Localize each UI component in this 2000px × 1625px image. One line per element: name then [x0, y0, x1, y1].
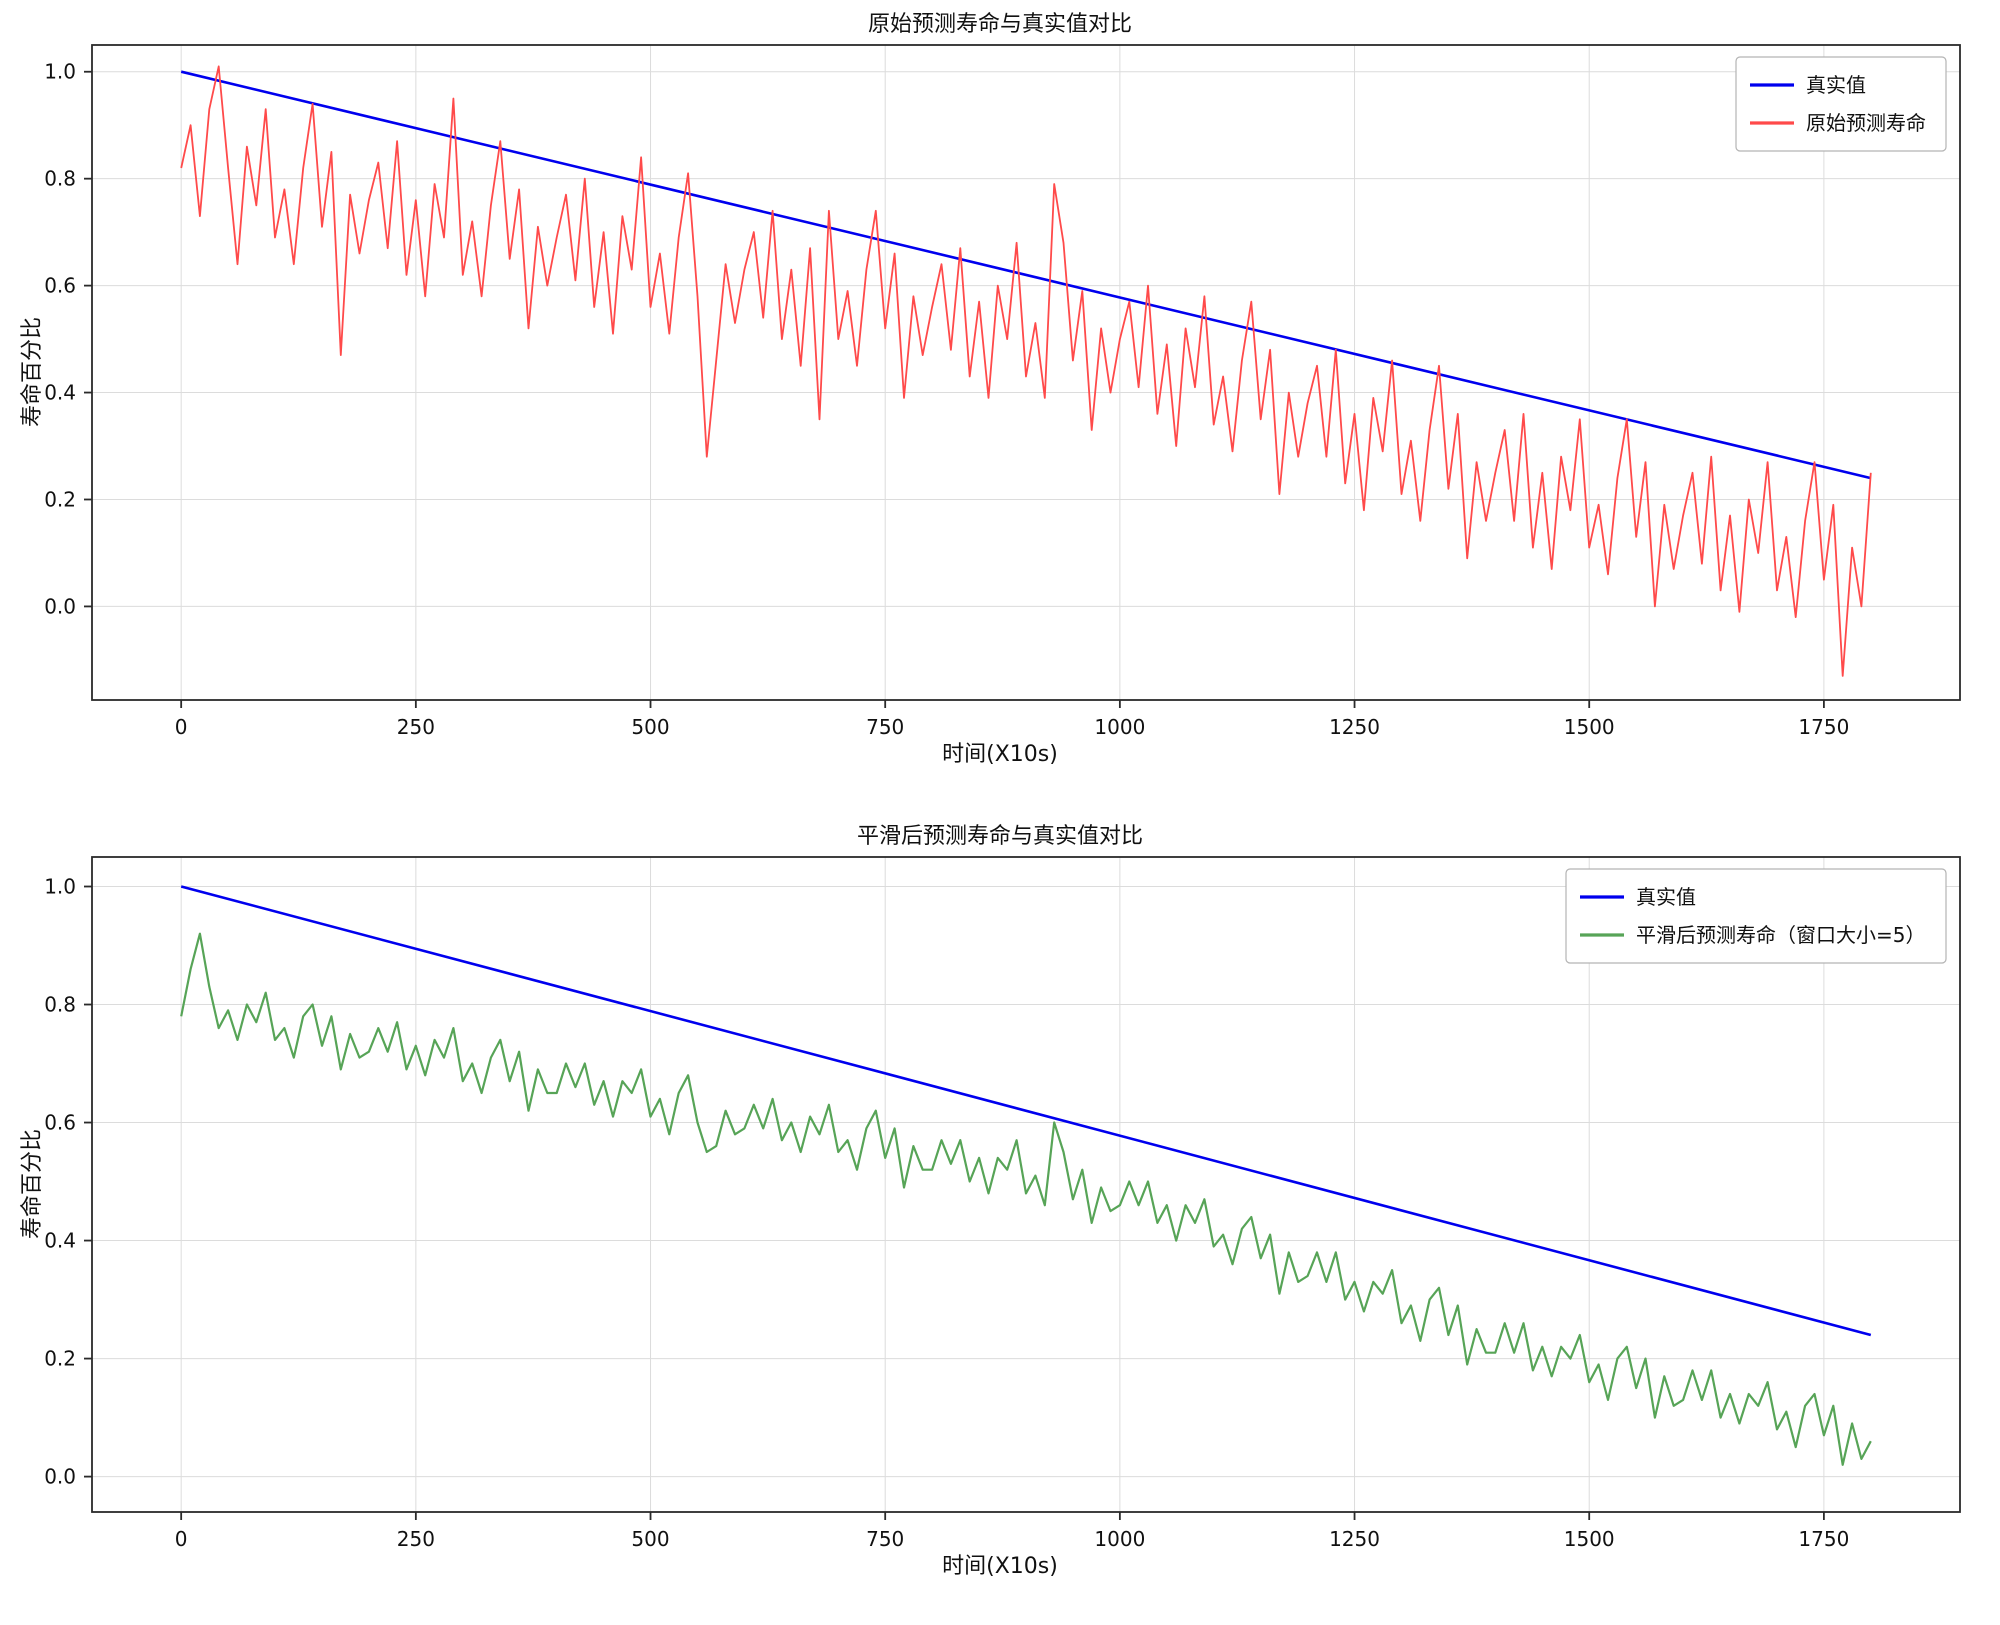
- svg-text:0.2: 0.2: [44, 1347, 76, 1371]
- svg-text:0.2: 0.2: [44, 487, 76, 511]
- svg-text:1500: 1500: [1564, 1527, 1615, 1551]
- svg-text:真实值: 真实值: [1636, 885, 1696, 909]
- svg-text:750: 750: [866, 1527, 904, 1551]
- x-axis-label: 时间(X10s): [942, 742, 1058, 767]
- svg-text:1250: 1250: [1329, 1527, 1380, 1551]
- x-axis-label: 时间(X10s): [942, 1554, 1058, 1579]
- svg-text:0.0: 0.0: [44, 1465, 76, 1489]
- svg-text:0.0: 0.0: [44, 594, 76, 618]
- svg-text:1750: 1750: [1798, 1527, 1849, 1551]
- svg-text:真实值: 真实值: [1806, 73, 1866, 97]
- svg-text:0.4: 0.4: [44, 381, 76, 405]
- svg-text:0.8: 0.8: [44, 167, 76, 191]
- subplot-smoothed: 平滑后预测寿命与真实值对比 寿命百分比 0 250 500 750 1000 1250 15…: [0, 812, 2000, 1625]
- smoothed-comparison-plot: 0 250 500 750 1000 1250 1500 1750 0.0 0.2 0.4 0.6 0.…: [44, 856, 1961, 1551]
- svg-text:1750: 1750: [1798, 715, 1849, 739]
- svg-text:平滑后预测寿命（窗口大小=5）: 平滑后预测寿命（窗口大小=5）: [1636, 923, 1925, 947]
- svg-text:500: 500: [631, 1527, 669, 1551]
- original-comparison-plot: 0 250 500 750 1000 1250 1500 1750 0.0 0.2 0.4 0.6 0.…: [44, 44, 1961, 739]
- svg-text:0.8: 0.8: [44, 993, 76, 1017]
- svg-text:250: 250: [397, 715, 435, 739]
- svg-text:750: 750: [866, 715, 904, 739]
- plot-title-smoothed: 平滑后预测寿命与真实值对比: [856, 824, 1144, 849]
- svg-text:250: 250: [397, 1527, 435, 1551]
- svg-text:1500: 1500: [1564, 715, 1615, 739]
- svg-text:1250: 1250: [1329, 715, 1380, 739]
- svg-text:1.0: 1.0: [44, 875, 76, 899]
- plot-title-original: 原始预测寿命与真实值对比: [867, 12, 1133, 37]
- svg-text:500: 500: [631, 715, 669, 739]
- svg-text:1000: 1000: [1094, 1527, 1145, 1551]
- svg-text:1.0: 1.0: [44, 60, 76, 84]
- svg-text:原始预测寿命: 原始预测寿命: [1806, 111, 1926, 135]
- svg-text:0.6: 0.6: [44, 274, 76, 298]
- svg-text:0: 0: [175, 1527, 188, 1551]
- svg-text:0: 0: [175, 715, 188, 739]
- subplot-original: 原始预测寿命与真实值对比 寿命百分比 0 250 500 750 1000 1250 150…: [0, 0, 2000, 812]
- svg-text:1000: 1000: [1094, 715, 1145, 739]
- svg-text:0.4: 0.4: [44, 1229, 76, 1253]
- svg-text:0.6: 0.6: [44, 1111, 76, 1135]
